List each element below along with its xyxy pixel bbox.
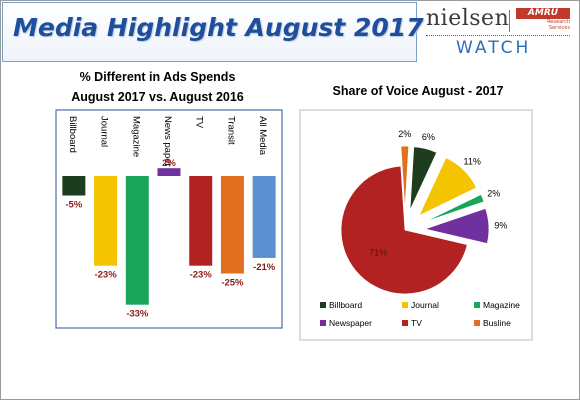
nielsen-logo-text: nielsen xyxy=(426,6,510,31)
bar-transit xyxy=(220,176,244,274)
bar-category-label: All Media xyxy=(257,116,268,156)
bar-category-label: Billboard xyxy=(67,116,78,153)
pie-value-label: 2% xyxy=(398,129,411,139)
bar-magazine xyxy=(125,176,149,305)
bar-billboard xyxy=(62,176,86,196)
legend-swatch-journal xyxy=(402,302,408,308)
pie-value-label: 2% xyxy=(487,188,500,198)
bar-all-media xyxy=(252,176,276,258)
pie-chart-title: Share of Voice August - 2017 xyxy=(332,84,504,98)
bar-value-label: -23% xyxy=(190,270,213,281)
bar-value-label: 2% xyxy=(162,158,176,169)
bar-category-label: TV xyxy=(194,116,205,129)
watch-logo-text: WATCH xyxy=(456,38,532,58)
amru-logo-text: AMRU xyxy=(516,8,570,19)
bar-category-label: Journal xyxy=(99,116,110,147)
brand-logo: nielsen AMRU Research Services WATCH xyxy=(420,2,576,60)
logo-separator xyxy=(509,10,510,32)
logo-divider xyxy=(426,35,570,38)
slide-title: Media Highlight August 2017 xyxy=(13,13,424,42)
legend-label-journal: Journal xyxy=(411,300,439,310)
legend-swatch-busline xyxy=(474,320,480,326)
bar-chart-plot-area xyxy=(55,109,283,329)
bar-value-label: -33% xyxy=(126,309,149,320)
title-banner: Media Highlight August 2017 xyxy=(2,2,424,62)
bar-value-label: -5% xyxy=(65,200,82,211)
legend-swatch-newspaper xyxy=(320,320,326,326)
bar-value-label: -21% xyxy=(253,262,276,273)
legend-swatch-magazine xyxy=(474,302,480,308)
bar-journal xyxy=(94,176,118,266)
legend-label-magazine: Magazine xyxy=(483,300,520,310)
legend-label-newspaper: Newspaper xyxy=(329,318,372,328)
pie-slice-magazine xyxy=(423,193,485,223)
pie-slice-tv xyxy=(340,165,468,295)
bar-tv xyxy=(189,176,213,266)
pie-value-label: 9% xyxy=(494,220,507,230)
pie-slice-journal xyxy=(418,157,478,217)
legend-swatch-tv xyxy=(402,320,408,326)
amru-logo: AMRU Research Services xyxy=(516,8,570,32)
bar-value-label: -23% xyxy=(94,270,117,281)
amru-logo-subtext: Research Services xyxy=(547,19,570,31)
legend-label-billboard: Billboard xyxy=(329,300,362,310)
bar-chart-title: % Different in Ads Spends xyxy=(79,70,236,84)
legend-label-busline: Busline xyxy=(483,318,511,328)
pie-slice-busline xyxy=(400,145,410,211)
bar-value-label: -25% xyxy=(221,278,244,289)
pie-slice-newspaper xyxy=(423,207,490,245)
legend-label-tv: TV xyxy=(411,318,422,328)
bar-news-paper xyxy=(157,168,181,176)
bar-category-label: Transit xyxy=(225,116,236,145)
pie-slice-billboard xyxy=(409,146,438,211)
bar-category-label: News paper xyxy=(162,116,173,167)
pie-value-label: 6% xyxy=(422,132,435,142)
pie-value-label: 11% xyxy=(464,156,481,166)
legend-swatch-billboard xyxy=(320,302,326,308)
bar-chart-subtitle: August 2017 vs. August 2016 xyxy=(71,90,244,104)
pie-value-label: 71% xyxy=(369,248,387,258)
bar-category-label: Magazine xyxy=(130,116,141,157)
